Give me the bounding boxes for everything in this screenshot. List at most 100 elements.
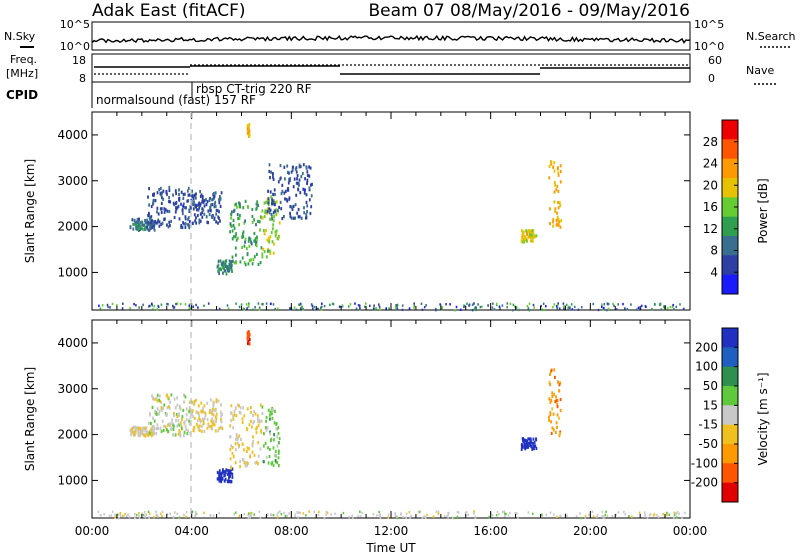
- power-echo: [246, 205, 249, 209]
- power-echo: [267, 189, 269, 193]
- power-echo: [252, 257, 255, 261]
- velocity-echo: [161, 419, 164, 423]
- velocity-echo: [276, 435, 278, 439]
- velocity-echo: [183, 400, 185, 404]
- velocity-echo: [188, 419, 190, 423]
- velocity-echo: [278, 436, 281, 441]
- power-echo: [207, 209, 210, 213]
- power-echo: [269, 252, 272, 256]
- power-ground-echo: [498, 305, 501, 308]
- velocity-echo: [233, 413, 236, 417]
- power-ground-echo: [99, 307, 102, 310]
- velocity-ground-echo: [617, 511, 620, 514]
- velocity-ground-echo: [185, 515, 187, 518]
- velocity-echo: [248, 447, 250, 451]
- power-echo: [203, 212, 206, 216]
- power-echo: [272, 175, 274, 179]
- power-echo: [261, 255, 264, 259]
- velocity-ground-echo: [684, 511, 686, 515]
- power-echo: [523, 240, 526, 244]
- velocity-echo: [260, 428, 262, 432]
- velocity-ground-echo: [166, 512, 169, 516]
- velocity-ground-echo: [418, 510, 420, 514]
- power-echo: [241, 235, 243, 239]
- velocity-echo: [153, 419, 156, 423]
- power-echo: [178, 196, 181, 200]
- velocity-echo: [200, 429, 203, 433]
- velocity-ground-echo: [673, 511, 676, 514]
- power-echo: [242, 230, 245, 234]
- velocity-echo: [527, 437, 530, 441]
- power-echo: [246, 252, 249, 257]
- velocity-echo: [188, 422, 191, 426]
- velocity-echo: [202, 419, 205, 423]
- velocity-ground-echo: [233, 512, 235, 516]
- power-echo: [283, 165, 286, 169]
- velocity-echo: [144, 429, 147, 433]
- power-ground-echo: [106, 303, 109, 307]
- power-echo: [272, 199, 275, 203]
- velocity-echo: [189, 400, 191, 404]
- power-echo: [308, 174, 311, 178]
- velocity-echo: [270, 462, 273, 466]
- velocity-ground-echo: [457, 511, 460, 514]
- power-echo: [523, 234, 526, 238]
- velocity-echo: [527, 444, 529, 449]
- power-echo: [195, 192, 197, 196]
- power-ground-echo: [645, 305, 647, 308]
- velocity-echo: [206, 417, 209, 422]
- velocity-ground-echo: [313, 510, 315, 513]
- power-echo: [289, 205, 292, 209]
- power-echo: [529, 233, 532, 237]
- velocity-ground-echo: [579, 512, 581, 515]
- power-ground-echo: [172, 304, 174, 308]
- noise-panel: N.Sky 10^5 10^0 10^5 10^0 N.Search: [4, 18, 796, 53]
- power-echo: [275, 208, 278, 212]
- velocity-ground-echo: [452, 516, 455, 520]
- power-echo: [149, 225, 152, 229]
- velocity-echo: [155, 432, 158, 436]
- power-echo: [548, 164, 551, 169]
- velocity-echo: [191, 401, 194, 405]
- power-echo: [230, 266, 233, 270]
- power-echo: [223, 266, 225, 270]
- power-echo: [160, 201, 163, 205]
- power-echo: [166, 192, 168, 196]
- velocity-echo: [247, 341, 249, 345]
- velocity-echo: [135, 427, 138, 431]
- velocity-echo: [213, 419, 215, 423]
- velocity-ground-echo: [308, 510, 310, 513]
- velocity-ground-echo: [545, 513, 548, 517]
- power-echo: [559, 180, 562, 184]
- velocity-echo: [150, 427, 153, 431]
- velocity-echo: [277, 426, 280, 430]
- power-echo: [263, 232, 266, 236]
- velocity-ground-echo: [317, 513, 320, 517]
- velocity-echo: [256, 426, 258, 430]
- power-echo: [201, 215, 204, 219]
- power-ground-echo: [602, 308, 604, 311]
- power-echo: [230, 224, 233, 228]
- power-ground-echo: [122, 302, 124, 305]
- power-ground-echo: [540, 304, 542, 308]
- velocity-ground-echo: [601, 515, 603, 518]
- power-echo: [154, 199, 157, 203]
- power-echo: [554, 207, 557, 211]
- power-ground-echo: [396, 307, 399, 311]
- power-echo: [187, 216, 190, 220]
- time-tick-label: 20:00: [573, 524, 608, 538]
- power-echo: [175, 202, 177, 206]
- velocity-echo: [533, 444, 536, 448]
- velocity-ground-echo: [424, 516, 427, 519]
- velocity-echo: [548, 418, 550, 422]
- velocity-echo: [246, 331, 249, 335]
- power-echo: [523, 237, 526, 242]
- power-ground-echo: [413, 302, 415, 305]
- power-echo: [267, 247, 269, 252]
- power-ground-echo: [329, 303, 331, 307]
- velocity-echo: [272, 463, 275, 467]
- power-echo: [259, 261, 262, 265]
- velocity-echo: [250, 419, 252, 423]
